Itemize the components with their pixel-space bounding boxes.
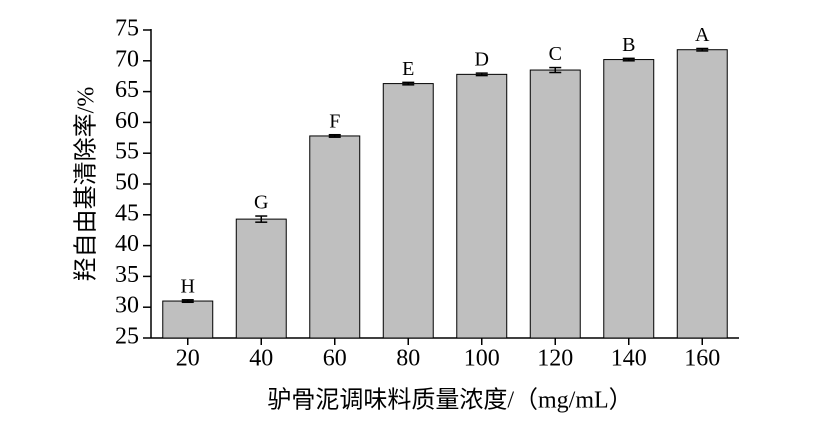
x-tick-label: 60 (323, 346, 347, 372)
significance-letter: B (622, 34, 635, 56)
bar (603, 59, 655, 339)
x-tick-label: 120 (537, 346, 573, 372)
x-tick-label: 80 (396, 346, 420, 372)
y-tick-label: 30 (115, 293, 139, 319)
bar (382, 83, 434, 339)
y-tick-label: 70 (115, 46, 139, 72)
significance-letter: H (181, 275, 195, 297)
error-bar (402, 81, 415, 86)
x-tick-label: 100 (464, 346, 500, 372)
y-tick-label: 55 (115, 139, 139, 165)
significance-letter: F (329, 110, 340, 132)
significance-letter: C (549, 43, 562, 65)
y-tick-label: 50 (115, 170, 139, 196)
y-tick-label: 40 (115, 231, 139, 257)
significance-letter: E (402, 58, 414, 80)
error-bar (622, 57, 635, 62)
bar (162, 300, 214, 339)
y-tick-label: 60 (115, 108, 139, 134)
error-bar (255, 215, 268, 223)
bar (676, 49, 728, 339)
y-tick-label: 45 (115, 200, 139, 226)
x-axis-label: 驴骨泥调味料质量浓度/（mg/mL） (267, 387, 632, 414)
y-axis-label: 羟自由基清除率/% (73, 87, 100, 282)
y-tick-label: 35 (115, 262, 139, 288)
significance-letter: A (695, 24, 710, 46)
x-tick-label: 40 (249, 346, 273, 372)
x-tick-label: 160 (684, 346, 720, 372)
error-bar (181, 299, 194, 304)
bar (235, 218, 287, 339)
bar (529, 69, 581, 339)
error-bar (328, 133, 341, 138)
error-bar (696, 47, 709, 52)
y-tick-label: 65 (115, 77, 139, 103)
significance-letter: G (254, 192, 268, 214)
x-tick-label: 20 (176, 346, 200, 372)
y-tick-label: 75 (115, 16, 139, 42)
x-tick-label: 140 (611, 346, 647, 372)
error-bar (549, 66, 562, 74)
significance-letter: D (475, 49, 489, 71)
bar (309, 135, 361, 339)
error-bar (475, 72, 488, 77)
y-tick-label: 25 (115, 324, 139, 350)
bar (456, 73, 508, 339)
